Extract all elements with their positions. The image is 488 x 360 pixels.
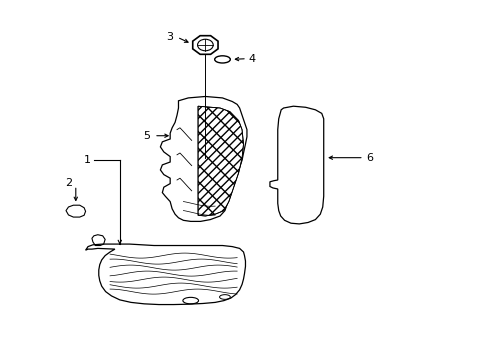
Text: 4: 4 xyxy=(248,54,255,64)
Text: 6: 6 xyxy=(365,153,372,163)
Polygon shape xyxy=(198,106,243,216)
Text: 5: 5 xyxy=(143,131,150,141)
Text: 3: 3 xyxy=(166,32,173,42)
Text: 2: 2 xyxy=(65,178,72,188)
Text: 1: 1 xyxy=(83,155,90,165)
